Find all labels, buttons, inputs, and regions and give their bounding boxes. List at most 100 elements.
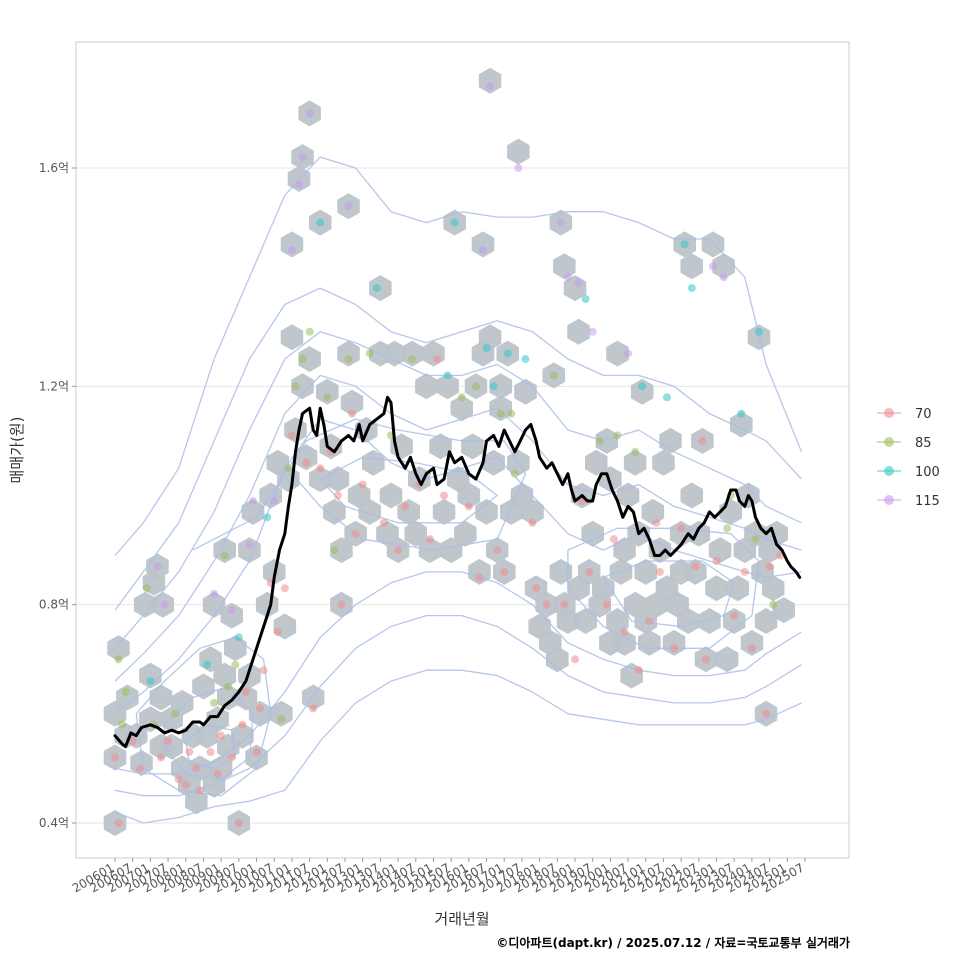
scatter-point-70 [560,600,569,609]
hexbin-cell [231,722,254,749]
hexbin-cell [659,427,682,454]
scatter-point-70 [698,436,707,445]
scatter-point-70 [206,748,215,757]
scatter-point-70 [401,502,410,511]
scatter-point-85 [224,682,233,691]
hexbin-cell [772,597,795,624]
scatter-point-70 [609,535,618,544]
scatter-point-115 [160,600,169,609]
scatter-point-70 [259,666,268,675]
hexbin-cell [450,395,473,422]
hexbin-cell [478,67,502,94]
legend-label: 115 [915,494,940,509]
scatter-point-85 [723,524,732,533]
scatter-point-85 [769,600,778,609]
scatter-point-70 [493,546,502,555]
scatter-point-70 [701,655,710,664]
hexbin-cell [323,498,346,525]
hexbin-cell [723,608,746,634]
density-contour-line [192,418,527,551]
scatter-point-70 [394,546,403,555]
scatter-point-70 [652,518,661,527]
hexbin-cell [680,253,703,280]
scatter-point-85 [305,327,314,336]
density-contour-line [114,156,803,556]
scatter-point-100 [521,355,530,364]
hexbin-cell [595,427,619,454]
scatter-point-70 [280,584,289,593]
scatter-point-115 [210,589,219,598]
hexbin-cell [116,684,139,711]
hexbin-cell [404,520,427,547]
hexbin-cell [340,389,364,416]
scatter-point-85 [408,355,417,364]
hexbin-cell [638,629,661,656]
scatter-point-70 [111,753,119,762]
scatter-point-70 [273,627,282,636]
hexbin-cell [549,558,573,585]
scatter-point-70 [337,600,346,609]
density-contour-line [114,418,802,715]
y-tick-label: 0.4억 [39,816,69,830]
scatter-point-115 [574,278,583,287]
hexbin-cell [383,340,406,367]
hexbin-cell [429,433,452,460]
scatter-point-100 [263,513,272,522]
hexbin-cell [330,537,353,564]
hexbin-cell [761,575,785,602]
hexbin-cell [553,253,576,280]
scatter-point-100 [234,633,243,642]
hexbin-cell [475,498,498,525]
scatter-point-85 [365,349,374,358]
hexbin-cell [507,138,530,165]
scatter-point-70 [348,409,357,418]
scatter-point-70 [670,644,679,653]
hexbin-cell [415,373,438,400]
scatter-point-85 [323,393,332,402]
hexbin-cell [432,498,456,525]
hexbin-cell [708,537,732,564]
scatter-point-85 [114,655,123,664]
scatter-point-85 [171,709,180,718]
scatter-point-100 [663,393,671,402]
hexbin-cell [358,498,381,525]
hexbin-cell [489,395,512,422]
hexbin-cell [248,700,272,727]
hexbin-cell [291,373,314,400]
hexbin-cell [401,340,424,367]
density-contour-line [114,331,802,649]
hexbin-cell [680,482,703,509]
hexbin-cell [740,629,764,656]
y-axis: 0.4억 0.8억 1.2억 1.6억 [39,161,76,830]
scatter-point-85 [631,447,640,456]
scatter-point-115 [295,180,303,189]
hexbin-cell [461,433,484,460]
scatter-point-85 [231,660,240,669]
hexbin-cell [185,788,208,815]
scatter-point-85 [220,551,229,560]
scatter-point-70 [712,557,721,565]
scatter-point-115 [227,606,236,615]
density-contour-line [114,614,802,797]
density-contour-line [114,571,802,775]
scatter-point-85 [118,720,127,729]
scatter-point-85 [496,409,505,418]
hexbin-cell [489,373,512,400]
density-contours [114,156,803,824]
scatter-point-85 [284,464,293,473]
scatter-point-70 [645,617,654,626]
hexbin-cell [439,537,463,564]
scatter-point-70 [309,704,318,713]
hexbin-cell [641,498,665,525]
scatter-point-115 [709,262,717,271]
scatter-point-70 [174,775,183,784]
scatter-point-115 [270,496,279,505]
hexbin-cell [698,608,721,634]
scatter-point-70 [192,764,201,773]
hexbin-cell [609,558,633,585]
hexbin-cell [585,449,608,476]
scatter-point-100 [503,349,512,358]
density-contour-line [114,374,802,682]
scatter-point-85 [595,436,604,445]
